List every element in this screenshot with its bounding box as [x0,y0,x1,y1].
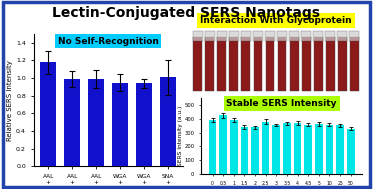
Bar [326,125,333,174]
Bar [241,127,248,174]
Bar [336,125,344,174]
Bar [302,37,311,91]
Bar [230,120,238,174]
Bar [253,31,263,41]
Bar [313,31,323,41]
Bar [289,37,298,91]
Bar [193,31,203,41]
Bar [265,31,275,41]
Y-axis label: Relative SERS Intensity: Relative SERS Intensity [7,60,13,141]
Bar [137,83,152,166]
Bar [283,123,291,174]
Y-axis label: SERS Intensity (a.u.): SERS Intensity (a.u.) [178,106,183,166]
Bar [294,123,301,174]
Bar [326,37,335,91]
Bar [219,115,227,174]
Text: Interaction With Glycoprotein: Interaction With Glycoprotein [200,16,352,25]
Bar [347,129,354,174]
Bar [277,31,287,41]
Text: Stable SERS Intensity: Stable SERS Intensity [226,99,337,108]
Bar [88,79,104,166]
Bar [160,77,176,166]
Bar [40,62,56,166]
Bar [229,37,238,91]
Bar [217,31,227,41]
Text: No Self-Recognition: No Self-Recognition [58,37,159,46]
Bar [262,122,270,174]
Bar [266,37,275,91]
Bar [315,124,323,174]
Bar [337,31,347,41]
Bar [254,37,263,91]
Bar [289,31,299,41]
Bar [301,31,311,41]
Bar [206,37,214,91]
Bar [217,37,226,91]
Bar [193,37,202,91]
Bar [272,125,280,174]
Bar [241,37,250,91]
Bar [278,37,286,91]
Bar [209,120,216,174]
Bar [338,37,347,91]
Bar [314,37,323,91]
Bar [350,37,359,91]
Bar [65,79,80,166]
Bar [241,31,251,41]
Bar [205,31,215,41]
Bar [304,125,312,174]
Bar [325,31,335,41]
Text: Lectin-Conjugated SERS Nanotags: Lectin-Conjugated SERS Nanotags [53,6,320,20]
Bar [112,83,128,166]
Bar [251,127,259,174]
Bar [229,31,239,41]
Bar [349,31,359,41]
